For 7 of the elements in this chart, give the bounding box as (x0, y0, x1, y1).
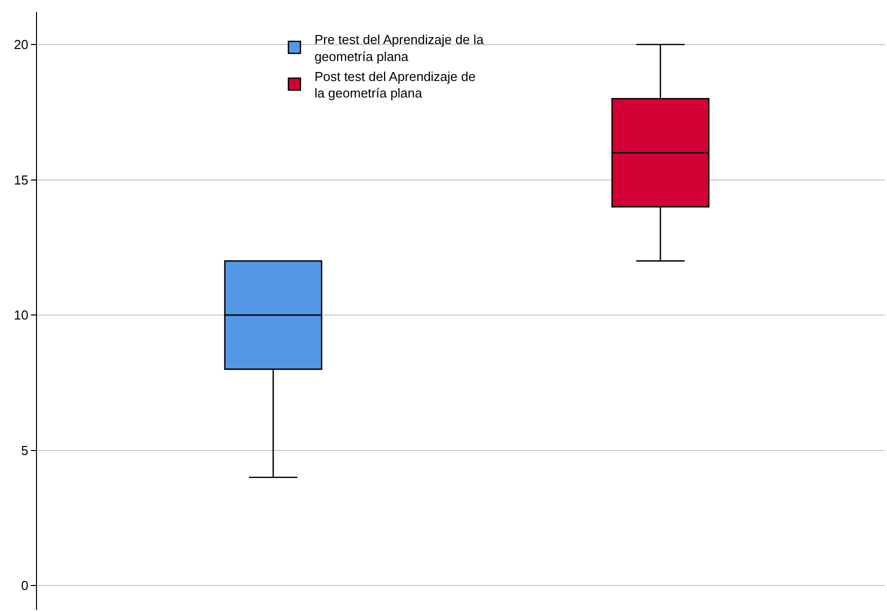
y-tick-label: 5 (21, 442, 28, 458)
legend-label: Pre test del Aprendizaje de la geometría plana (314, 32, 484, 64)
y-tick-label: 20 (14, 37, 28, 52)
y-tick-label: 0 (21, 578, 28, 594)
y-tick-label: 15 (14, 172, 28, 188)
legend-label: Post test del Aprendizaje de la geometría plana (314, 68, 476, 101)
y-tick-label: 10 (14, 308, 28, 323)
